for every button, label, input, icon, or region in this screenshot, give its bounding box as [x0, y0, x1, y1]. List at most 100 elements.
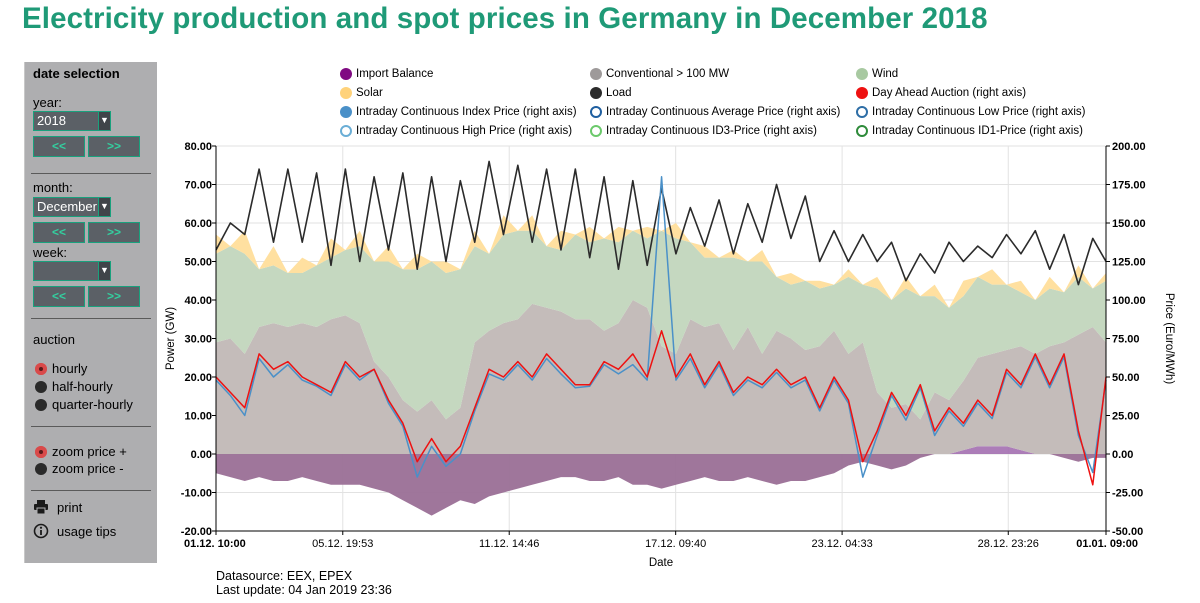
x-tick-label: 23.12. 04:33: [812, 538, 873, 550]
y2-tick-label: -50.00: [1112, 526, 1143, 538]
legend-marker: [856, 106, 868, 118]
last-update-text: Last update: 04 Jan 2019 23:36: [216, 583, 392, 597]
y-tick-label: 80.00: [184, 141, 212, 153]
chart-legend: Import Balance Conventional > 100 MW Wind S…: [340, 66, 1120, 138]
y2-tick-label: 150.00: [1112, 218, 1146, 230]
legend-label: Intraday Continuous Average Price (right…: [606, 106, 841, 118]
usage-tips-link[interactable]: usage tips: [57, 524, 117, 539]
legend-item[interactable]: Solar: [340, 85, 383, 101]
legend-item[interactable]: Intraday Continuous ID3-Price (right axi…: [590, 123, 817, 139]
radio-zoom-price-plus-label[interactable]: zoom price +: [52, 444, 127, 459]
year-select[interactable]: 2018 ▼: [33, 111, 111, 131]
legend-label: Wind: [872, 68, 899, 80]
y-tick-label: 40.00: [184, 295, 212, 307]
year-label: year:: [33, 95, 62, 110]
radio-hourly-label[interactable]: hourly: [52, 361, 88, 376]
month-label: month:: [33, 180, 73, 195]
y2-tick-label: -25.00: [1112, 488, 1143, 500]
y-tick-label: 20.00: [184, 372, 212, 384]
chevron-down-icon: ▼: [98, 198, 110, 216]
legend-label: Intraday Continuous Index Price (right a…: [356, 106, 577, 118]
year-prev-button[interactable]: <<: [33, 136, 85, 157]
legend-marker: [590, 125, 602, 137]
y-tick-label: 50.00: [184, 257, 212, 269]
year-select-value: 2018: [37, 113, 66, 128]
legend-label: Day Ahead Auction (right axis): [872, 87, 1027, 99]
legend-item[interactable]: Intraday Continuous Low Price (right axi…: [856, 104, 1086, 120]
radio-hourly[interactable]: [35, 363, 47, 375]
legend-marker: [340, 68, 352, 80]
y2-axis-title: Price (Euro/MWh): [1163, 293, 1175, 385]
y-tick-label: 0.00: [191, 449, 212, 461]
month-select[interactable]: December ▼: [33, 197, 111, 217]
radio-zoom-price-minus[interactable]: [35, 463, 47, 475]
area-solar: [216, 215, 1106, 308]
print-link[interactable]: print: [57, 500, 83, 515]
legend-item[interactable]: Import Balance: [340, 66, 433, 82]
legend-item[interactable]: Intraday Continuous Index Price (right a…: [340, 104, 577, 120]
printer-icon[interactable]: [33, 499, 49, 515]
line-day-ahead-auction: [215, 330, 1107, 486]
year-next-button[interactable]: >>: [88, 136, 140, 157]
month-select-value: December: [37, 199, 97, 214]
y-axis-title: Power (GW): [165, 307, 177, 370]
legend-label: Intraday Continuous Low Price (right axi…: [872, 106, 1086, 118]
y-tick-label: -20.00: [181, 526, 212, 538]
x-tick-label: 28.12. 23:26: [978, 538, 1039, 550]
legend-label: Import Balance: [356, 68, 434, 80]
legend-marker: [856, 68, 868, 80]
datasource-text: Datasource: EEX, EPEX: [216, 569, 353, 583]
x-axis-title: Date: [649, 557, 673, 569]
legend-item[interactable]: Load: [590, 85, 632, 101]
legend-item[interactable]: Day Ahead Auction (right axis): [856, 85, 1026, 101]
week-next-button[interactable]: >>: [88, 286, 140, 307]
info-icon[interactable]: [33, 523, 49, 539]
y-tick-label: 10.00: [184, 411, 212, 423]
x-tick-label: 17.12. 09:40: [645, 538, 706, 550]
week-prev-button[interactable]: <<: [33, 286, 85, 307]
y2-tick-label: 0.00: [1112, 449, 1133, 461]
y2-tick-label: 50.00: [1112, 372, 1140, 384]
radio-zoom-price-minus-label[interactable]: zoom price -: [52, 461, 124, 476]
y-tick-label: 60.00: [184, 218, 212, 230]
legend-item[interactable]: Intraday Continuous High Price (right ax…: [340, 123, 572, 139]
legend-marker: [590, 68, 602, 80]
legend-label: Load: [606, 87, 632, 99]
separator: [31, 318, 151, 319]
area-import-balance: [216, 454, 1106, 516]
legend-label: Solar: [356, 87, 383, 99]
radio-half-hourly-label[interactable]: half-hourly: [52, 379, 113, 394]
y2-tick-label: 25.00: [1112, 411, 1140, 423]
legend-item[interactable]: Intraday Continuous Average Price (right…: [590, 104, 840, 120]
radio-quarter-hourly-label[interactable]: quarter-hourly: [52, 397, 133, 412]
line-load: [215, 160, 1107, 286]
legend-label: Conventional > 100 MW: [606, 68, 730, 80]
line-intraday-index-price: [215, 176, 1107, 478]
x-tick-label: 11.12. 14:46: [479, 538, 539, 550]
radio-zoom-price-plus[interactable]: [35, 446, 47, 458]
legend-item[interactable]: Conventional > 100 MW: [590, 66, 729, 82]
legend-label: Intraday Continuous ID3-Price (right axi…: [606, 125, 817, 137]
week-select[interactable]: ▼: [33, 261, 111, 281]
y2-tick-label: 100.00: [1112, 295, 1146, 307]
y2-tick-label: 200.00: [1112, 141, 1146, 153]
legend-label: Intraday Continuous High Price (right ax…: [356, 125, 573, 137]
date-selection-heading: date selection: [33, 66, 120, 81]
auction-label: auction: [33, 332, 75, 347]
radio-half-hourly[interactable]: [35, 381, 47, 393]
radio-quarter-hourly[interactable]: [35, 399, 47, 411]
month-prev-button[interactable]: <<: [33, 222, 85, 243]
legend-item[interactable]: Wind: [856, 66, 898, 82]
week-label: week:: [33, 245, 67, 260]
separator: [31, 426, 151, 427]
legend-item[interactable]: Intraday Continuous ID1-Price (right axi…: [856, 123, 1083, 139]
legend-marker: [856, 87, 868, 99]
x-tick-label: 01.01. 09:00: [1076, 538, 1138, 550]
month-next-button[interactable]: >>: [88, 222, 140, 243]
y2-tick-label: 175.00: [1112, 180, 1146, 192]
footer: Datasource: EEX, EPEX Last update: 04 Ja…: [216, 569, 392, 597]
separator: [31, 490, 151, 491]
date-selection-panel: date selection year: 2018 ▼ << >> month:…: [24, 62, 157, 563]
page-title: Electricity production and spot prices i…: [22, 2, 988, 35]
